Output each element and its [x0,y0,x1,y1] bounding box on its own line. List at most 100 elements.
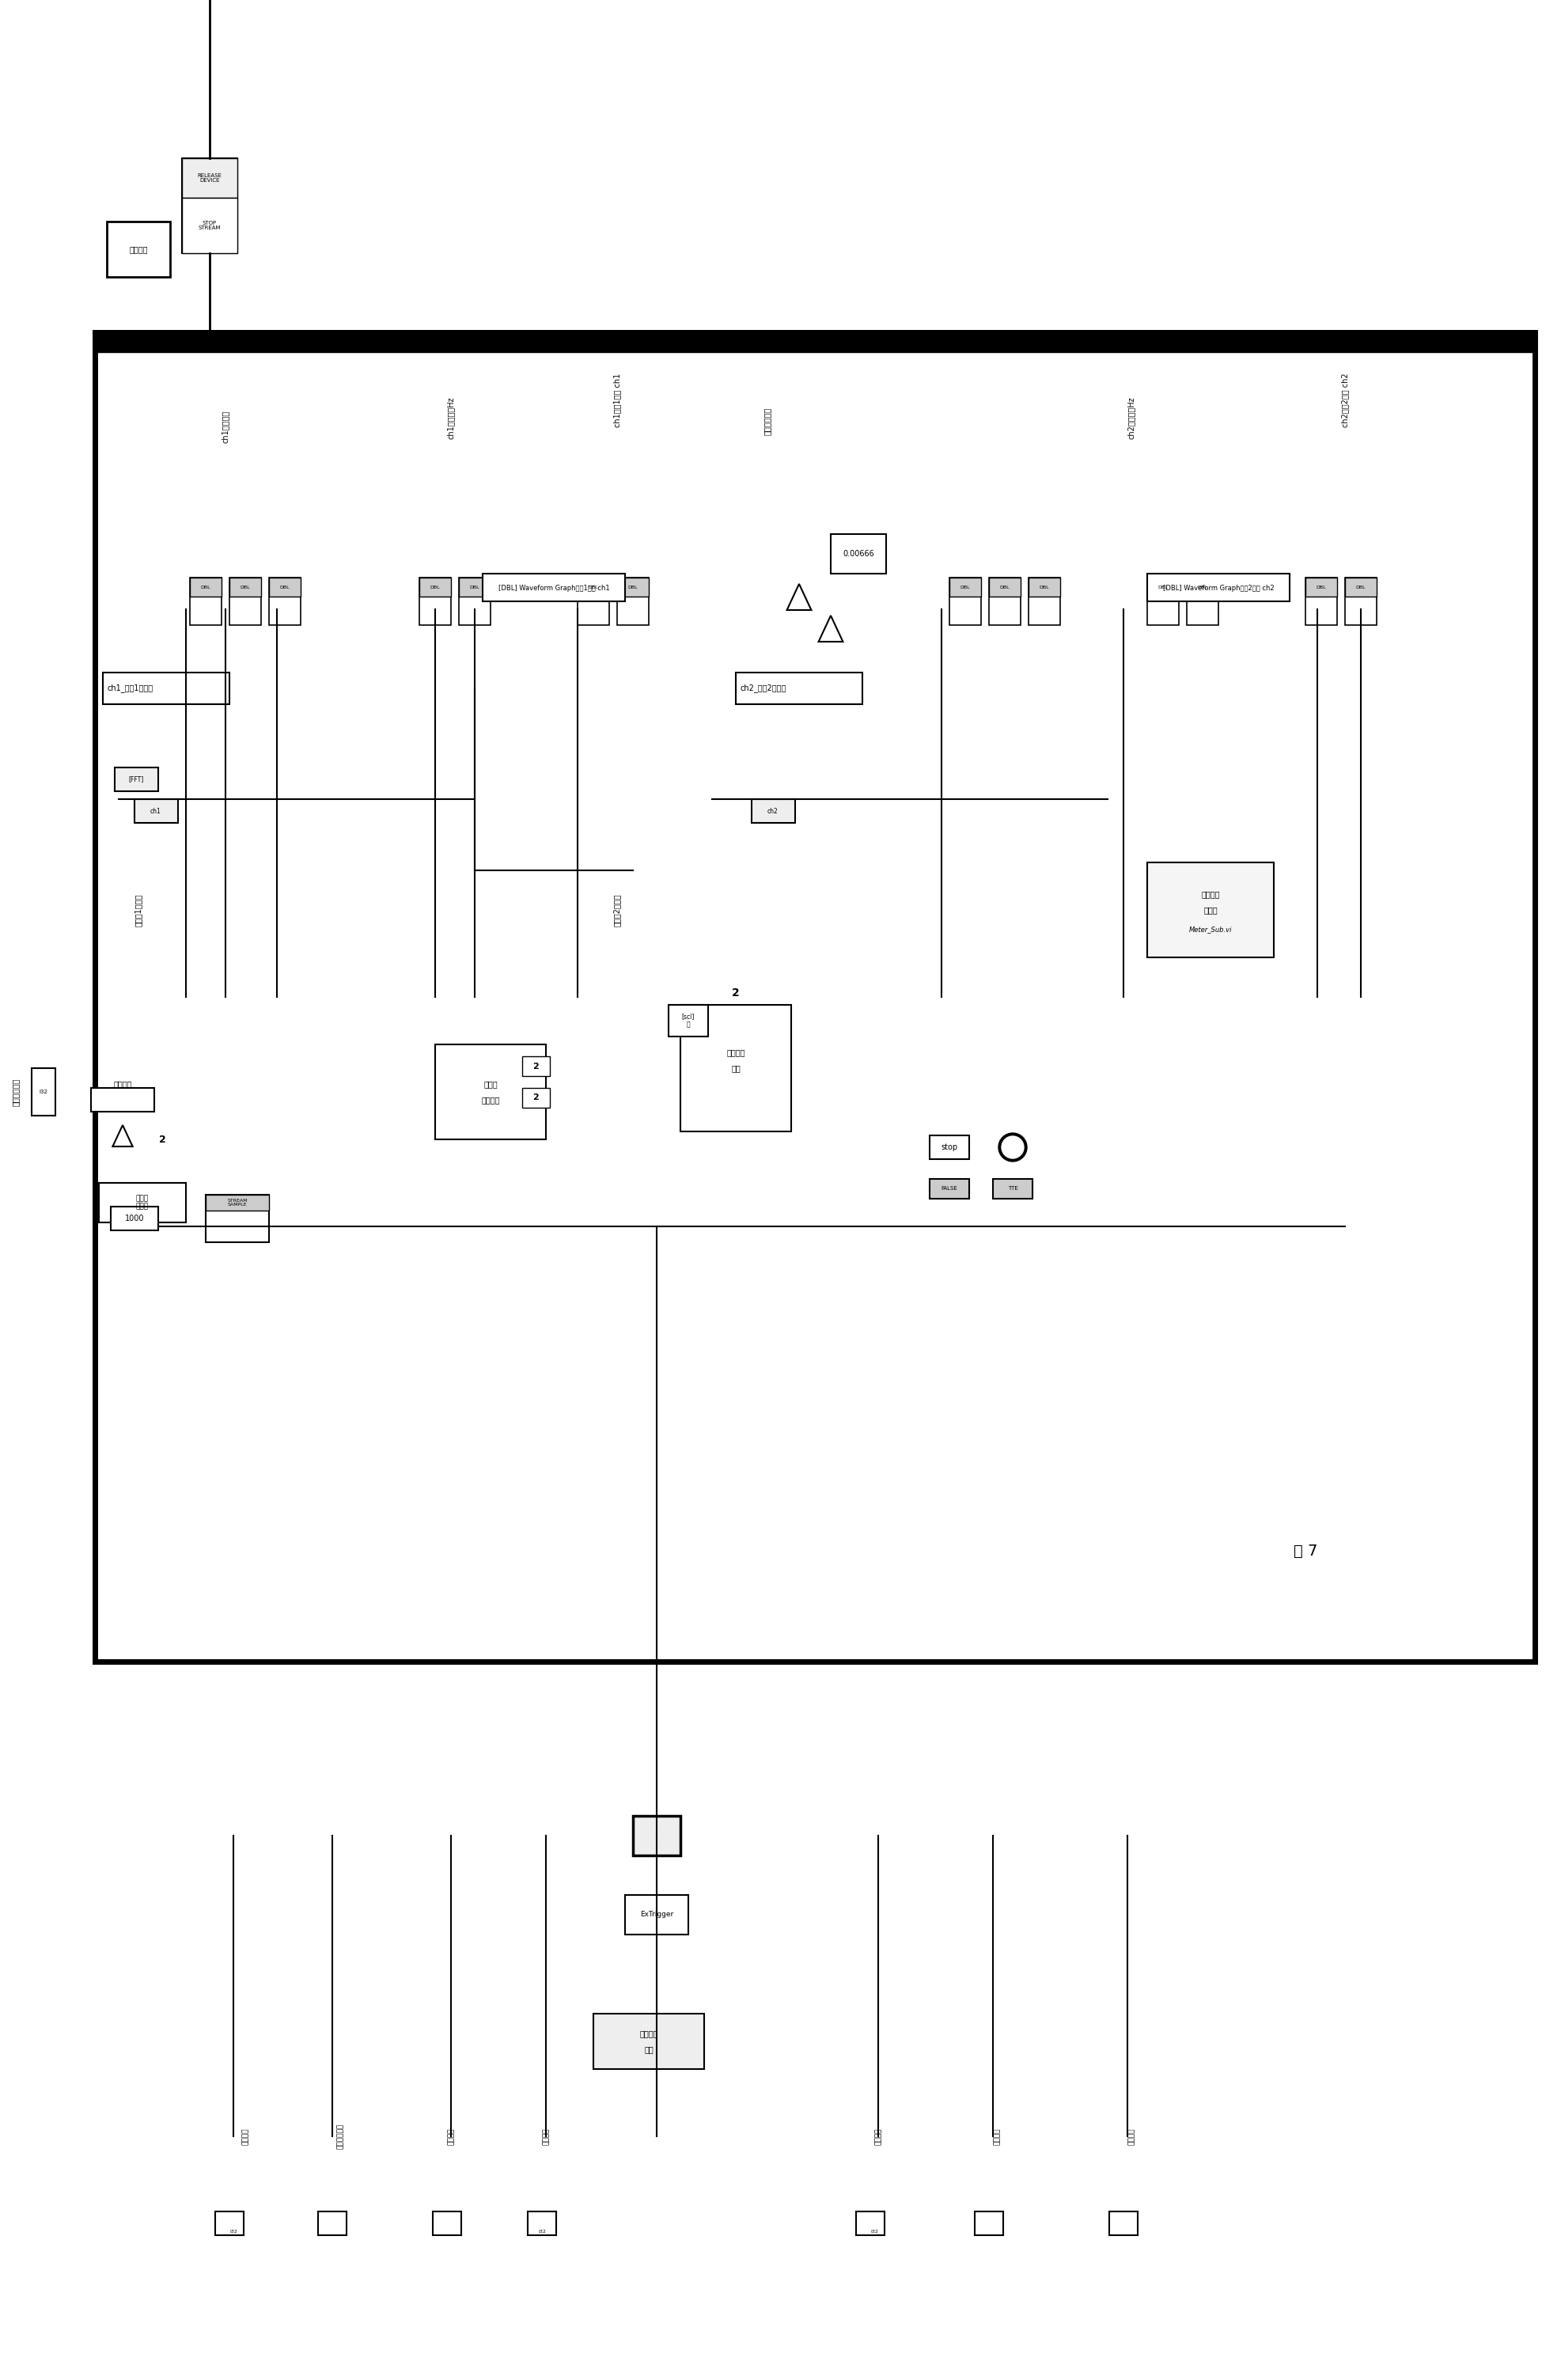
Text: DBL: DBL [1316,585,1327,590]
Text: [FFT]: [FFT] [128,776,144,783]
Text: 双路采集: 双路采集 [726,1047,745,1057]
Text: ch1通道1信号 ch1: ch1通道1信号 ch1 [613,374,621,428]
Text: stop: stop [941,1142,958,1152]
Text: I32: I32 [39,1090,48,1095]
Bar [103,674,229,704]
Bar [183,198,237,252]
Text: DBL: DBL [470,585,479,590]
Bar [993,1178,1032,1200]
Text: [DBL] Waveform Graph通道2信号 ch2: [DBL] Waveform Graph通道2信号 ch2 [1163,585,1274,593]
Bar [1346,578,1377,626]
Bar [318,2211,347,2235]
Text: FALSE: FALSE [941,1185,957,1190]
Text: 设备关型: 设备关型 [993,2128,1001,2144]
Bar [420,578,451,626]
Bar [974,2211,1004,2235]
Bar [268,578,301,626]
Bar [735,674,862,704]
Text: STOP
STREAM: STOP STREAM [198,221,222,231]
Text: ch2: ch2 [768,807,779,814]
Text: 子程序: 子程序 [1204,907,1218,914]
Bar [268,578,301,597]
Bar [1029,578,1060,597]
Bar [949,578,980,626]
Text: ch1_通道1频谱图: ch1_通道1频谱图 [106,683,153,693]
Bar [114,766,158,790]
Bar [183,157,237,252]
Bar [528,2211,556,2235]
Bar [1147,578,1179,626]
Bar [1186,578,1219,626]
Bar [1110,2211,1138,2235]
Text: [DBL] Waveform Graph通道1信号 ch1: [DBL] Waveform Graph通道1信号 ch1 [498,585,609,593]
Bar [134,800,178,823]
Polygon shape [112,1126,133,1147]
Text: 数据分离: 数据分离 [481,1095,500,1104]
Bar [1305,578,1338,626]
Bar [593,2013,704,2068]
Text: ch1: ch1 [150,807,161,814]
Bar [190,578,222,626]
Circle shape [1002,1135,1024,1159]
Circle shape [999,1133,1027,1161]
Text: Meter_Sub.vi: Meter_Sub.vi [1189,926,1232,933]
Bar [949,578,980,597]
Text: ch2_通道2频谱图: ch2_通道2频谱图 [740,683,785,693]
Bar [215,2211,244,2235]
Bar [668,1004,709,1038]
Bar [459,578,490,597]
Text: DBL: DBL [628,585,638,590]
Text: 起始频道: 起始频道 [242,2128,248,2144]
Bar [752,800,795,823]
Text: 入通道2频谱图: 入通道2频谱图 [613,892,621,926]
Text: 2: 2 [532,1092,539,1102]
Bar [632,1816,681,1856]
Text: DBL: DBL [1158,585,1168,590]
Bar [190,578,222,597]
Text: DBL: DBL [999,585,1010,590]
Bar [930,1178,969,1200]
Bar [855,2211,885,2235]
Text: ch1测量频率Hz: ch1测量频率Hz [446,397,454,440]
Text: DBL: DBL [1197,585,1208,590]
Bar [1147,862,1274,957]
Bar [1147,574,1289,602]
Text: 扫描频率: 扫描频率 [448,2128,454,2144]
Bar [1147,578,1179,597]
Bar [830,533,887,574]
Text: I32: I32 [229,2230,237,2232]
Bar [1029,578,1060,626]
Bar [482,574,624,602]
Bar [1186,578,1219,597]
Text: I32: I32 [871,2230,879,2232]
Bar [681,1004,791,1130]
Bar [617,578,649,626]
Bar [31,1069,55,1116]
Bar [206,1195,268,1211]
Bar [95,333,1534,1661]
Bar [624,1894,688,1935]
Text: RELEASE
DEVICE: RELEASE DEVICE [197,174,222,183]
Bar [1305,578,1338,597]
Text: 输入电压范围: 输入电压范围 [337,2123,343,2149]
Text: 扫描频率: 扫描频率 [542,2128,549,2144]
Text: 实际扫描频率: 实际扫描频率 [12,1078,20,1107]
Bar [206,1195,268,1242]
Bar [91,1088,155,1111]
Text: 图 7: 图 7 [1294,1542,1317,1559]
Bar [229,578,261,597]
Bar [990,578,1021,597]
Text: DBL: DBL [1040,585,1049,590]
Text: DBL: DBL [431,585,440,590]
Text: ch2通道2信号 ch2: ch2通道2信号 ch2 [1341,374,1349,428]
Text: DBL: DBL [588,585,598,590]
Text: STREAM
SAMPLE: STREAM SAMPLE [228,1200,248,1207]
Bar [1346,578,1377,597]
Text: I32: I32 [539,2230,546,2232]
Text: 两通道: 两通道 [484,1081,498,1088]
Text: 算法处理: 算法处理 [1202,890,1219,897]
Text: 下载: 下载 [731,1064,740,1071]
Bar [106,221,170,276]
Text: DBL: DBL [240,585,250,590]
Text: DBL: DBL [279,585,290,590]
